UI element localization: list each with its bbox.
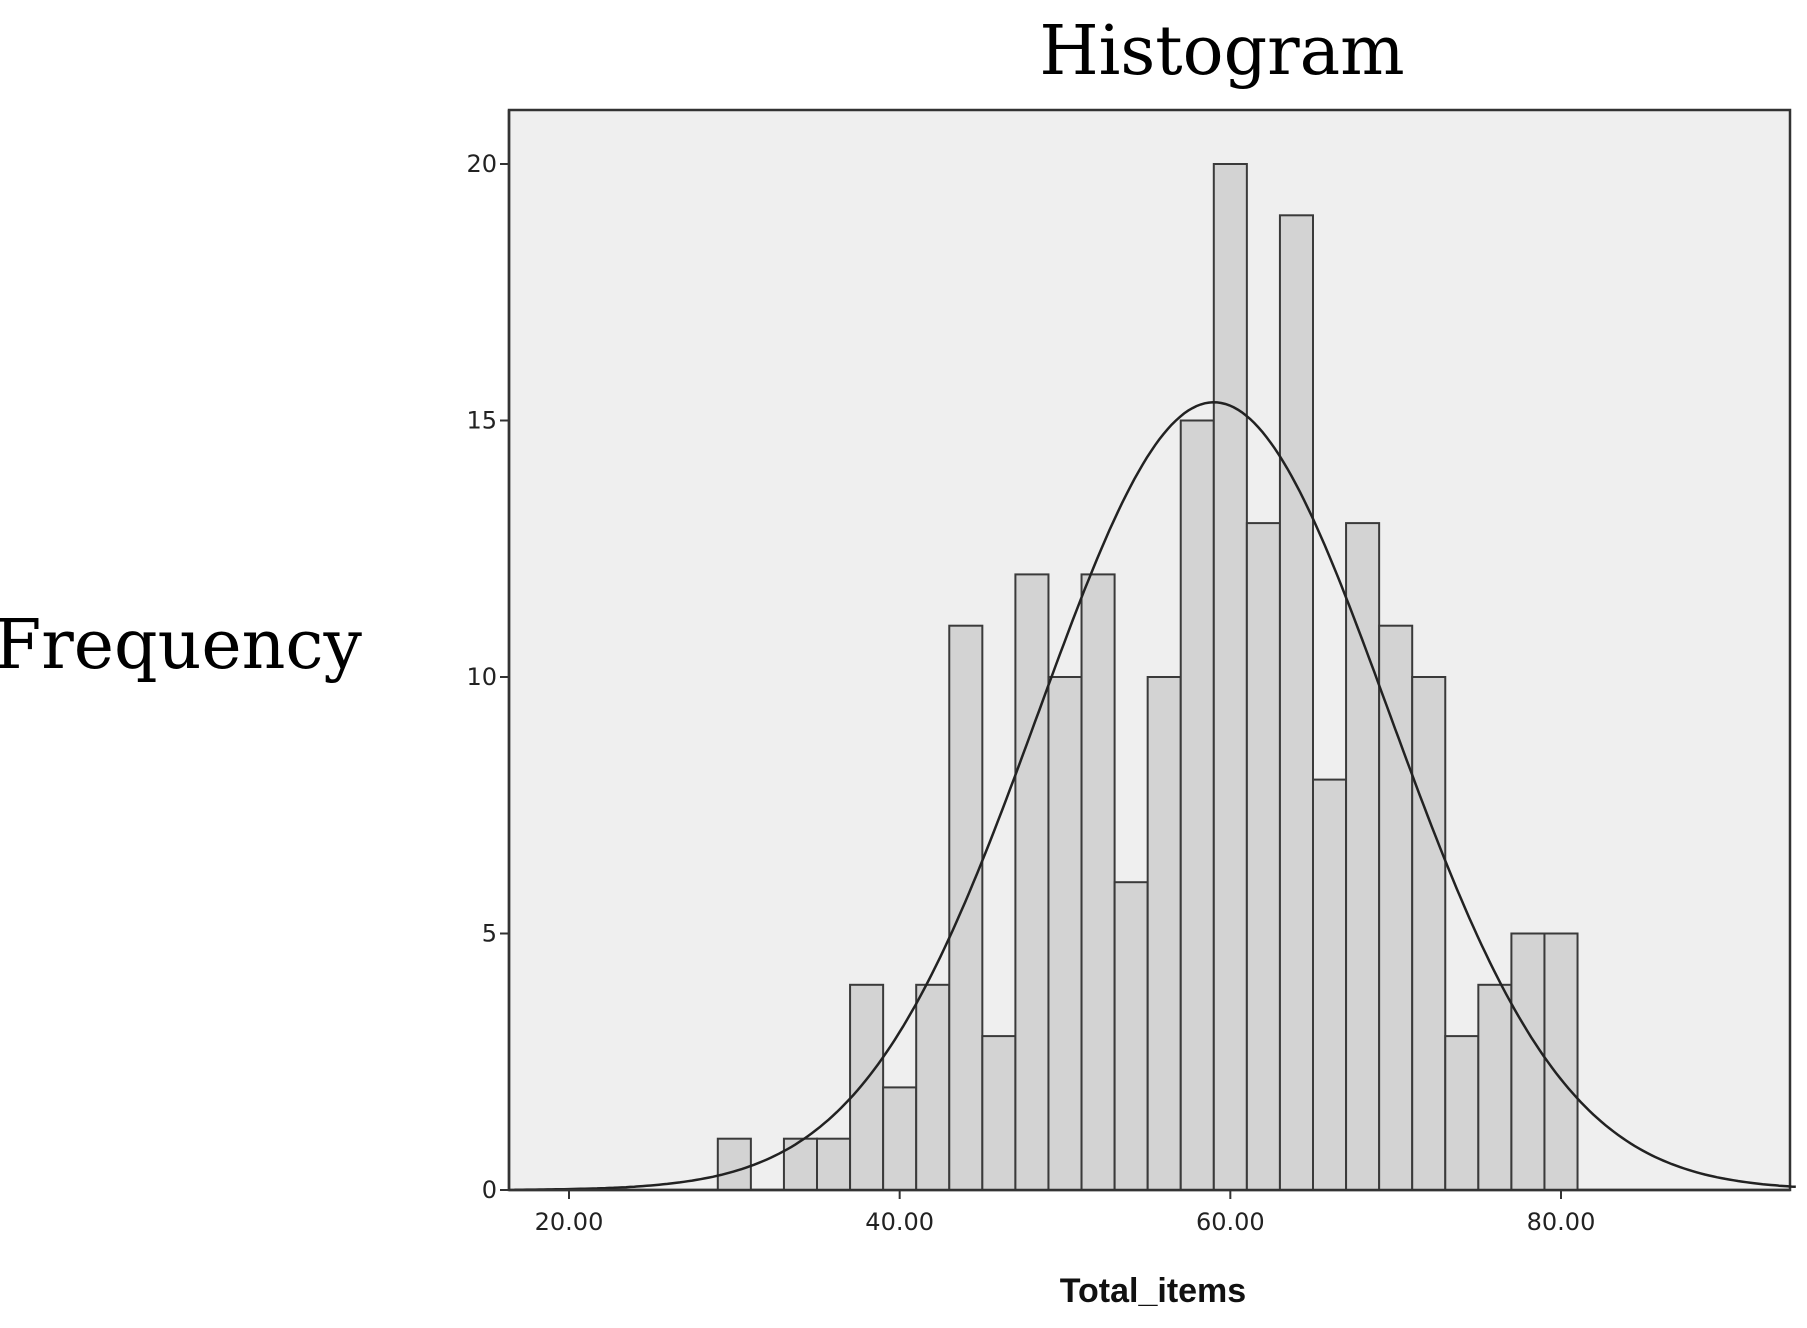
y-axis-title: Frequency (0, 606, 362, 685)
curve-layer (514, 401, 1796, 1191)
histogram-bar (1278, 214, 1315, 1192)
y-tick-label: 15 (466, 407, 497, 435)
histogram-bar (1245, 522, 1281, 1191)
x-tick-label: 40.00 (865, 1208, 934, 1236)
histogram-bar (716, 1137, 752, 1191)
histogram-bar (1477, 983, 1513, 1191)
y-tick-label: 0 (482, 1176, 497, 1204)
chart-title: Histogram (1039, 12, 1404, 91)
histogram-bar (1212, 163, 1248, 1191)
histogram-bar (1378, 624, 1414, 1191)
histogram-bar (1179, 419, 1215, 1191)
histogram-bar (816, 1137, 852, 1191)
normal-curve (514, 401, 1796, 1191)
histogram-bar (1510, 932, 1546, 1191)
y-tick-label: 10 (466, 663, 497, 691)
histogram-bar (948, 624, 984, 1191)
x-tick-label: 80.00 (1527, 1208, 1596, 1236)
histogram-bar (782, 1137, 819, 1191)
histogram-bar (1543, 932, 1579, 1191)
histogram-bar (1080, 573, 1116, 1191)
histogram-bar (1411, 676, 1447, 1191)
histogram-bar (1113, 881, 1149, 1191)
x-tick-label: 60.00 (1196, 1208, 1265, 1236)
histogram-bar (1146, 676, 1182, 1191)
histogram-bar (1312, 778, 1348, 1191)
histogram-bar (1345, 522, 1381, 1191)
histogram-bar (1014, 573, 1050, 1191)
y-tick-label: 5 (482, 920, 497, 948)
x-axis-title: Total_items (1060, 1272, 1246, 1310)
histogram-bar (915, 983, 951, 1191)
histogram-bar (981, 1035, 1017, 1191)
x-tick-label: 20.00 (535, 1208, 604, 1236)
bars-layer (716, 163, 1579, 1192)
axes-layer: 0 5 10 15 20 20.00 40.00 60.00 80.00 (466, 110, 1790, 1236)
histogram-bar (882, 1086, 918, 1192)
histogram-bar (1444, 1035, 1480, 1191)
y-tick-label: 20 (466, 150, 497, 178)
histogram-bar (1047, 676, 1083, 1191)
histogram-bar (849, 983, 885, 1191)
